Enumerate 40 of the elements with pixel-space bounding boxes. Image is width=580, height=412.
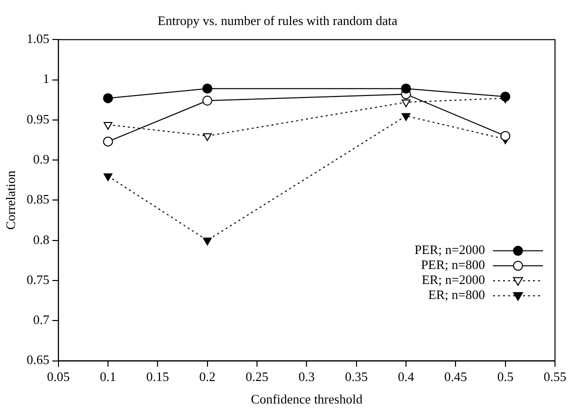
- y-tick-label: 0.9: [33, 151, 50, 166]
- x-tick-label: 0.3: [298, 369, 315, 384]
- x-tick-label: 0.05: [46, 369, 70, 384]
- y-tick-label: 0.7: [33, 312, 50, 328]
- point: [202, 238, 212, 246]
- y-tick-label: 1.05: [26, 31, 50, 46]
- x-axis-title: Confidence threshold: [250, 392, 363, 407]
- point: [401, 84, 412, 94]
- chart-title: Entropy vs. number of rules with random data: [158, 13, 398, 28]
- point: [103, 93, 114, 104]
- point: [202, 96, 212, 106]
- x-tick-label: 0.15: [146, 369, 170, 384]
- y-tick-label: 0.75: [26, 272, 50, 287]
- point: [500, 130, 510, 141]
- x-tick-label: 0.55: [544, 369, 566, 384]
- legend-label: ER; n=800: [428, 287, 485, 302]
- point: [402, 113, 410, 121]
- legend-label: PER; n=2000: [414, 242, 485, 258]
- point: [104, 173, 112, 182]
- point: [103, 136, 114, 147]
- x-tick-label: 0.45: [444, 369, 468, 384]
- y-tick-label: 0.8: [33, 232, 50, 247]
- y-tick-label: 0.85: [26, 192, 50, 207]
- point: [202, 84, 212, 94]
- x-tick-label: 0.1: [100, 369, 116, 384]
- point: [500, 92, 510, 102]
- y-tick-label: 0.65: [26, 352, 50, 368]
- point: [104, 122, 112, 130]
- x-tick-label: 0.25: [246, 369, 268, 384]
- x-tick-label: 0.35: [344, 369, 368, 384]
- y-tick-label: 0.95: [26, 111, 50, 126]
- x-tick-label: 0.4: [398, 369, 415, 384]
- point: [202, 133, 212, 141]
- y-tick-label: 1: [42, 71, 50, 86]
- legend-label: PER; n=800: [420, 257, 485, 272]
- point: [402, 99, 410, 108]
- legend-label: ER; n=2000: [422, 272, 485, 288]
- x-tick-label: 0.2: [199, 369, 216, 384]
- x-tick-label: 0.5: [497, 369, 514, 384]
- y-axis-title: Correlation: [3, 170, 18, 230]
